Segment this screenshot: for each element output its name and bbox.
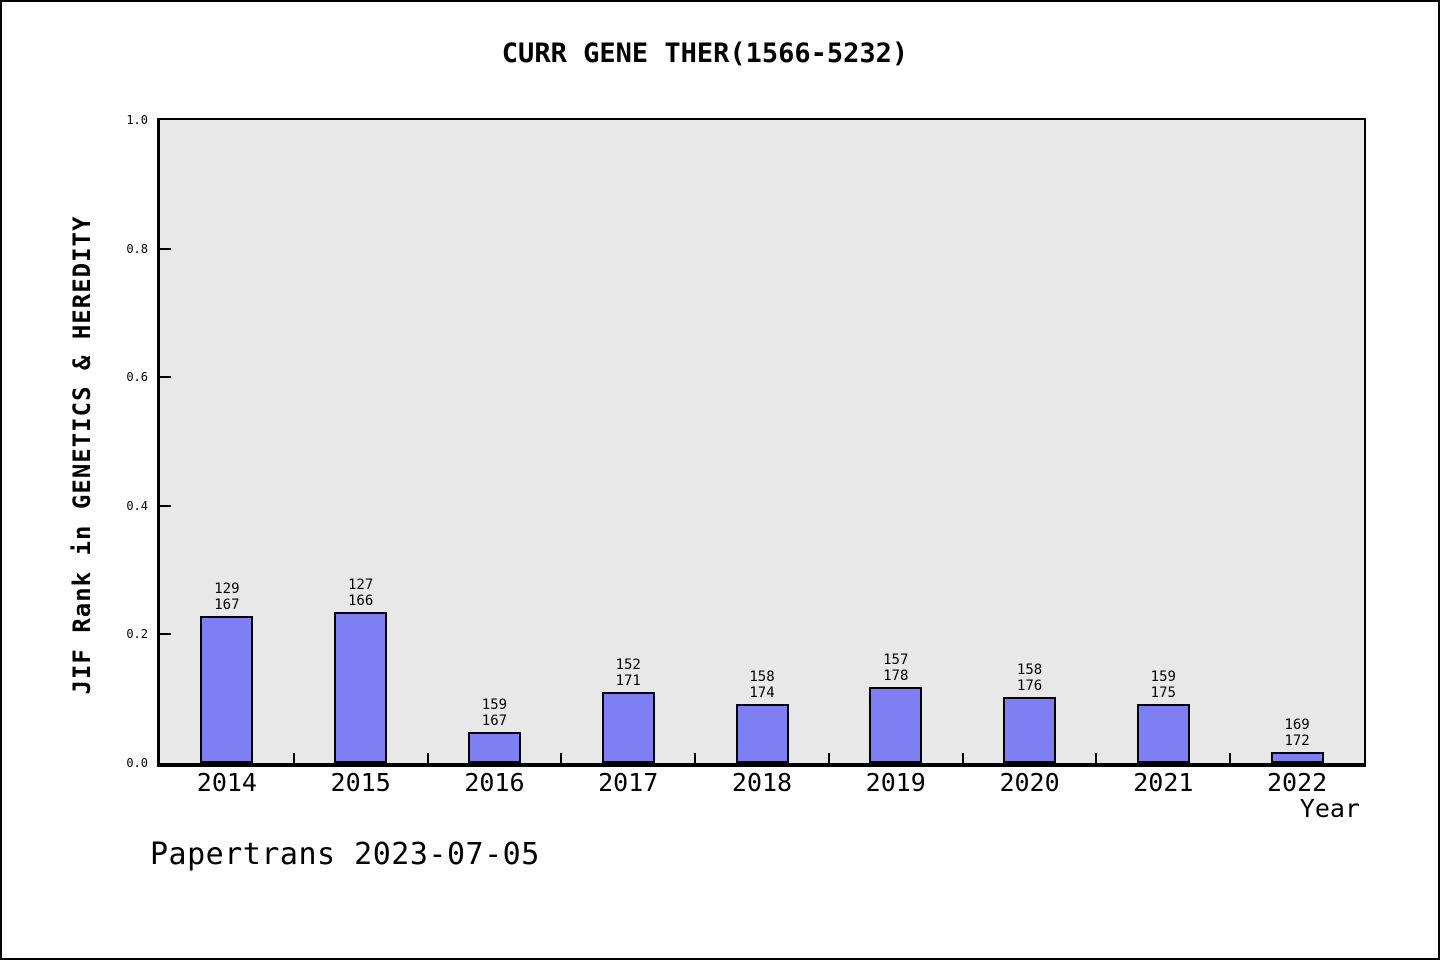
y-tick-label: 0.4 (126, 498, 148, 513)
x-minor-tick (961, 753, 964, 763)
y-tick-label: 0.6 (126, 370, 148, 385)
bar (735, 704, 789, 763)
x-tick-label: 2016 (464, 768, 525, 797)
bar-value-label: 152 171 (615, 657, 641, 689)
bar (200, 616, 254, 763)
x-tick-label: 2022 (1267, 768, 1328, 797)
x-tick-label: 2020 (999, 768, 1060, 797)
bar-value-label: 159 175 (1150, 669, 1176, 701)
bar-value-label: 158 176 (1016, 662, 1043, 694)
bar-value-label: 129 167 (214, 581, 240, 613)
bar-value-label: 169 172 (1284, 717, 1310, 749)
x-tick-label: 2015 (330, 768, 391, 797)
y-tick (160, 247, 171, 250)
y-tick-label: 1.0 (126, 113, 148, 127)
x-tick-label: 2021 (1133, 768, 1194, 797)
y-tick (160, 504, 171, 507)
x-minor-tick (292, 753, 295, 763)
bar (334, 612, 388, 763)
x-tick-label: 2018 (731, 768, 793, 797)
y-tick (160, 633, 171, 636)
y-tick-label: 0.0 (126, 756, 148, 770)
bar (1136, 704, 1190, 763)
x-minor-tick (560, 753, 563, 763)
x-minor-tick (426, 753, 429, 763)
plot-area-inner: 129 167 2014 127 166 2015 159 167 2016 152 171… (126, 113, 1364, 797)
bar (1003, 697, 1057, 763)
bar-value-label: 159 167 (481, 697, 508, 729)
bar-value-label: 157 178 (883, 652, 909, 684)
plot-area: 129 167 2014 127 166 2015 159 167 2016 152 171… (126, 113, 1366, 797)
y-tick-label: 0.8 (126, 241, 148, 256)
x-minor-tick (1095, 753, 1098, 763)
bar-value-label: 127 166 (348, 577, 374, 609)
x-tick-label: 2019 (865, 768, 926, 797)
y-tick (160, 376, 171, 379)
bar (601, 692, 655, 763)
bar-value-label: 158 174 (749, 669, 775, 701)
x-tick-label: 2017 (598, 768, 659, 797)
x-minor-tick (827, 753, 830, 763)
bar (869, 687, 923, 763)
bar (467, 732, 521, 763)
y-axis-label: JIF Rank in GENETICS & HEREDITY (68, 215, 96, 695)
x-minor-tick (694, 753, 697, 763)
footer-watermark: Papertrans 2023-07-05 (150, 837, 540, 872)
x-minor-tick (1229, 753, 1232, 763)
x-axis-label: Year (1299, 794, 1360, 823)
y-tick-label: 0.2 (126, 627, 148, 642)
chart-title: CURR GENE THER(1566-5232) (501, 38, 909, 69)
x-tick-label: 2014 (196, 768, 257, 797)
bar (1270, 752, 1324, 763)
